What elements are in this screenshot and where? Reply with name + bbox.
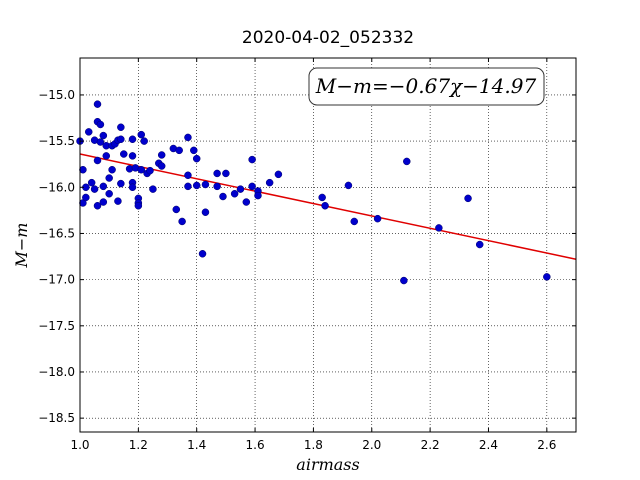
- data-point: [543, 273, 551, 281]
- data-point: [99, 182, 108, 191]
- data-point: [219, 192, 227, 201]
- data-point: [403, 157, 411, 166]
- x-axis-label: airmass: [296, 455, 359, 474]
- y-tick-label: −16.0: [38, 180, 75, 194]
- y-tick-label: −17.0: [38, 273, 75, 287]
- data-point: [464, 194, 472, 203]
- data-point: [87, 178, 96, 187]
- chart-title: 2020-04-02_052332: [242, 28, 414, 48]
- x-tick-label: 2.6: [537, 438, 556, 452]
- data-point: [248, 155, 256, 164]
- data-point: [105, 189, 113, 198]
- data-point: [79, 165, 87, 174]
- data-point: [184, 171, 192, 180]
- data-point: [99, 198, 108, 206]
- data-point: [82, 193, 90, 202]
- y-tick-label: −18.5: [38, 411, 75, 425]
- y-tick-label: −16.5: [38, 226, 75, 240]
- data-point: [254, 191, 262, 200]
- data-point: [140, 137, 148, 145]
- data-point: [213, 182, 221, 191]
- data-point: [222, 169, 230, 178]
- data-point: [149, 185, 157, 193]
- data-point: [175, 146, 183, 155]
- axis-ticks: 1.0 1.2 1.4 1.6 1.8 2.0 2.2 2.4 2.6 −15.0 −15.5 −16…: [38, 58, 576, 452]
- data-point: [248, 182, 256, 191]
- x-tick-label: 1.2: [129, 438, 148, 452]
- data-point: [198, 250, 207, 258]
- data-point: [213, 169, 221, 178]
- data-point: [128, 135, 137, 144]
- data-point: [192, 154, 201, 163]
- data-point: [201, 180, 210, 189]
- data-point: [90, 185, 99, 193]
- data-point: [321, 202, 329, 210]
- data-point: [128, 152, 137, 160]
- data-point: [178, 217, 186, 226]
- data-point: [350, 217, 359, 226]
- x-tick-label: 1.0: [70, 438, 89, 452]
- data-point: [265, 178, 274, 187]
- data-point: [102, 152, 111, 160]
- data-point: [120, 150, 128, 158]
- x-tick-label: 2.0: [362, 438, 381, 452]
- data-point: [172, 205, 181, 214]
- data-point: [344, 181, 353, 190]
- x-tick-label: 2.4: [479, 438, 498, 452]
- data-point: [114, 197, 122, 205]
- y-tick-label: −18.0: [38, 365, 75, 379]
- data-points: [76, 100, 551, 285]
- data-point: [96, 120, 105, 129]
- data-point: [435, 224, 443, 232]
- data-point: [318, 193, 326, 202]
- data-point: [108, 165, 116, 174]
- data-point: [230, 189, 239, 198]
- data-point: [274, 170, 283, 179]
- data-point: [157, 162, 166, 170]
- data-point: [201, 208, 210, 216]
- data-point: [475, 240, 484, 249]
- data-point: [146, 166, 154, 175]
- data-point: [93, 156, 102, 165]
- data-point: [400, 276, 408, 285]
- data-point: [105, 174, 113, 182]
- x-tick-label: 2.2: [421, 438, 440, 452]
- data-point: [373, 214, 382, 223]
- y-tick-label: −17.5: [38, 319, 75, 333]
- data-point: [117, 123, 125, 132]
- data-point: [236, 185, 245, 193]
- data-point: [190, 146, 198, 155]
- data-point: [96, 138, 105, 146]
- data-point: [85, 128, 93, 136]
- data-point: [99, 131, 108, 140]
- data-point: [134, 202, 143, 210]
- data-point: [93, 100, 102, 108]
- x-tick-label: 1.8: [304, 438, 323, 452]
- data-point: [137, 130, 146, 139]
- annotation-box: M−m=−0.67χ−14.97: [308, 67, 545, 106]
- data-point: [117, 179, 125, 188]
- data-point: [184, 133, 192, 142]
- x-tick-label: 1.4: [187, 438, 206, 452]
- plot-frame: [79, 57, 577, 433]
- data-point: [192, 181, 201, 190]
- data-point: [128, 183, 137, 192]
- data-point: [117, 135, 125, 144]
- fit-equation: M−m=−0.67χ−14.97: [315, 74, 537, 98]
- data-point: [137, 165, 146, 174]
- x-tick-label: 1.6: [246, 438, 265, 452]
- y-tick-label: −15.0: [38, 88, 75, 102]
- y-tick-label: −15.5: [38, 134, 75, 148]
- data-point: [242, 198, 251, 206]
- y-axis-label: M−m: [12, 223, 31, 269]
- data-point: [157, 151, 166, 159]
- data-point: [184, 182, 192, 191]
- data-point: [93, 202, 102, 210]
